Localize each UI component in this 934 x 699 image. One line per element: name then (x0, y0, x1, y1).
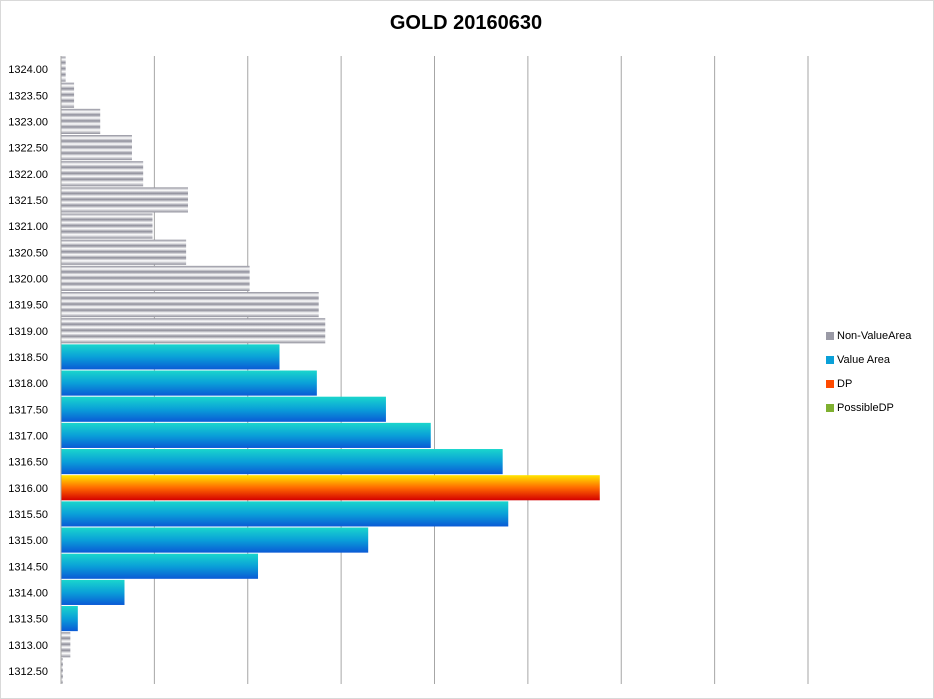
legend: Non-ValueArea Value Area DP PossibleDP (826, 324, 911, 420)
legend-swatch (826, 356, 834, 364)
y-tick-label: 1320.50 (8, 247, 48, 259)
y-tick-label: 1321.50 (8, 195, 48, 207)
bar-1323.00 (61, 108, 101, 134)
y-tick-label: 1316.00 (8, 483, 48, 495)
y-tick-label: 1315.00 (8, 535, 48, 547)
bar-1315.50 (61, 501, 509, 527)
bar-1313.50 (61, 606, 78, 632)
legend-label: DP (837, 378, 853, 390)
bar-1319.50 (61, 292, 319, 318)
y-tick-label: 1320.00 (8, 273, 48, 285)
bar-1322.00 (61, 161, 144, 187)
bar-1314.50 (61, 553, 259, 579)
y-axis-tick-labels: 1324.00 1323.50 1323.00 1322.50 1322.00 1321.… (8, 64, 48, 678)
legend-item: DP (826, 372, 911, 396)
bar-1312.50 (61, 658, 63, 684)
y-tick-label: 1312.50 (8, 666, 48, 678)
bar-1323.50 (61, 82, 75, 108)
legend-swatch (826, 380, 834, 388)
bar-1317.50 (61, 396, 386, 422)
gridlines (153, 56, 809, 684)
bar-1322.50 (61, 135, 132, 161)
bars (61, 56, 600, 684)
legend-item: Value Area (826, 348, 911, 372)
y-tick-label: 1322.50 (8, 143, 48, 155)
legend-label: Non-ValueArea (837, 330, 912, 342)
y-tick-label: 1324.00 (8, 64, 48, 76)
legend-swatch (826, 332, 834, 340)
bar-1319.00 (61, 318, 326, 344)
bar-1316.00 (61, 475, 600, 501)
y-tick-label: 1313.00 (8, 640, 48, 652)
y-tick-label: 1314.50 (8, 561, 48, 573)
y-tick-label: 1322.00 (8, 169, 48, 181)
bar-1321.00 (61, 213, 153, 239)
y-tick-label: 1316.50 (8, 457, 48, 469)
y-tick-label: 1317.50 (8, 404, 48, 416)
legend-item: Non-ValueArea (826, 324, 911, 348)
legend-label: PossibleDP (837, 402, 894, 414)
bar-1315.00 (61, 527, 369, 553)
bar-1316.50 (61, 449, 503, 475)
chart-title: GOLD 20160630 (389, 12, 543, 34)
y-tick-label: 1321.00 (8, 221, 48, 233)
y-tick-label: 1319.50 (8, 300, 48, 312)
y-tick-label: 1323.50 (8, 90, 48, 102)
y-tick-label: 1323.00 (8, 116, 48, 128)
y-tick-label: 1318.50 (8, 352, 48, 364)
legend-label: Value Area (837, 354, 891, 366)
bar-1320.50 (61, 239, 187, 265)
bar-1317.00 (61, 422, 431, 448)
bar-1318.50 (61, 344, 280, 370)
y-tick-label: 1313.50 (8, 614, 48, 626)
legend-swatch (826, 404, 834, 412)
bar-1320.00 (61, 265, 250, 291)
y-tick-label: 1314.00 (8, 587, 48, 599)
bar-1321.50 (61, 187, 188, 213)
y-tick-label: 1317.00 (8, 430, 48, 442)
y-tick-label: 1319.00 (8, 326, 48, 338)
bar-1313.00 (61, 632, 71, 658)
y-tick-label: 1318.00 (8, 378, 48, 390)
bar-1324.00 (61, 56, 66, 82)
bar-1318.00 (61, 370, 317, 396)
bar-1314.00 (61, 579, 125, 605)
legend-item: PossibleDP (826, 396, 911, 420)
y-tick-label: 1315.50 (8, 509, 48, 521)
